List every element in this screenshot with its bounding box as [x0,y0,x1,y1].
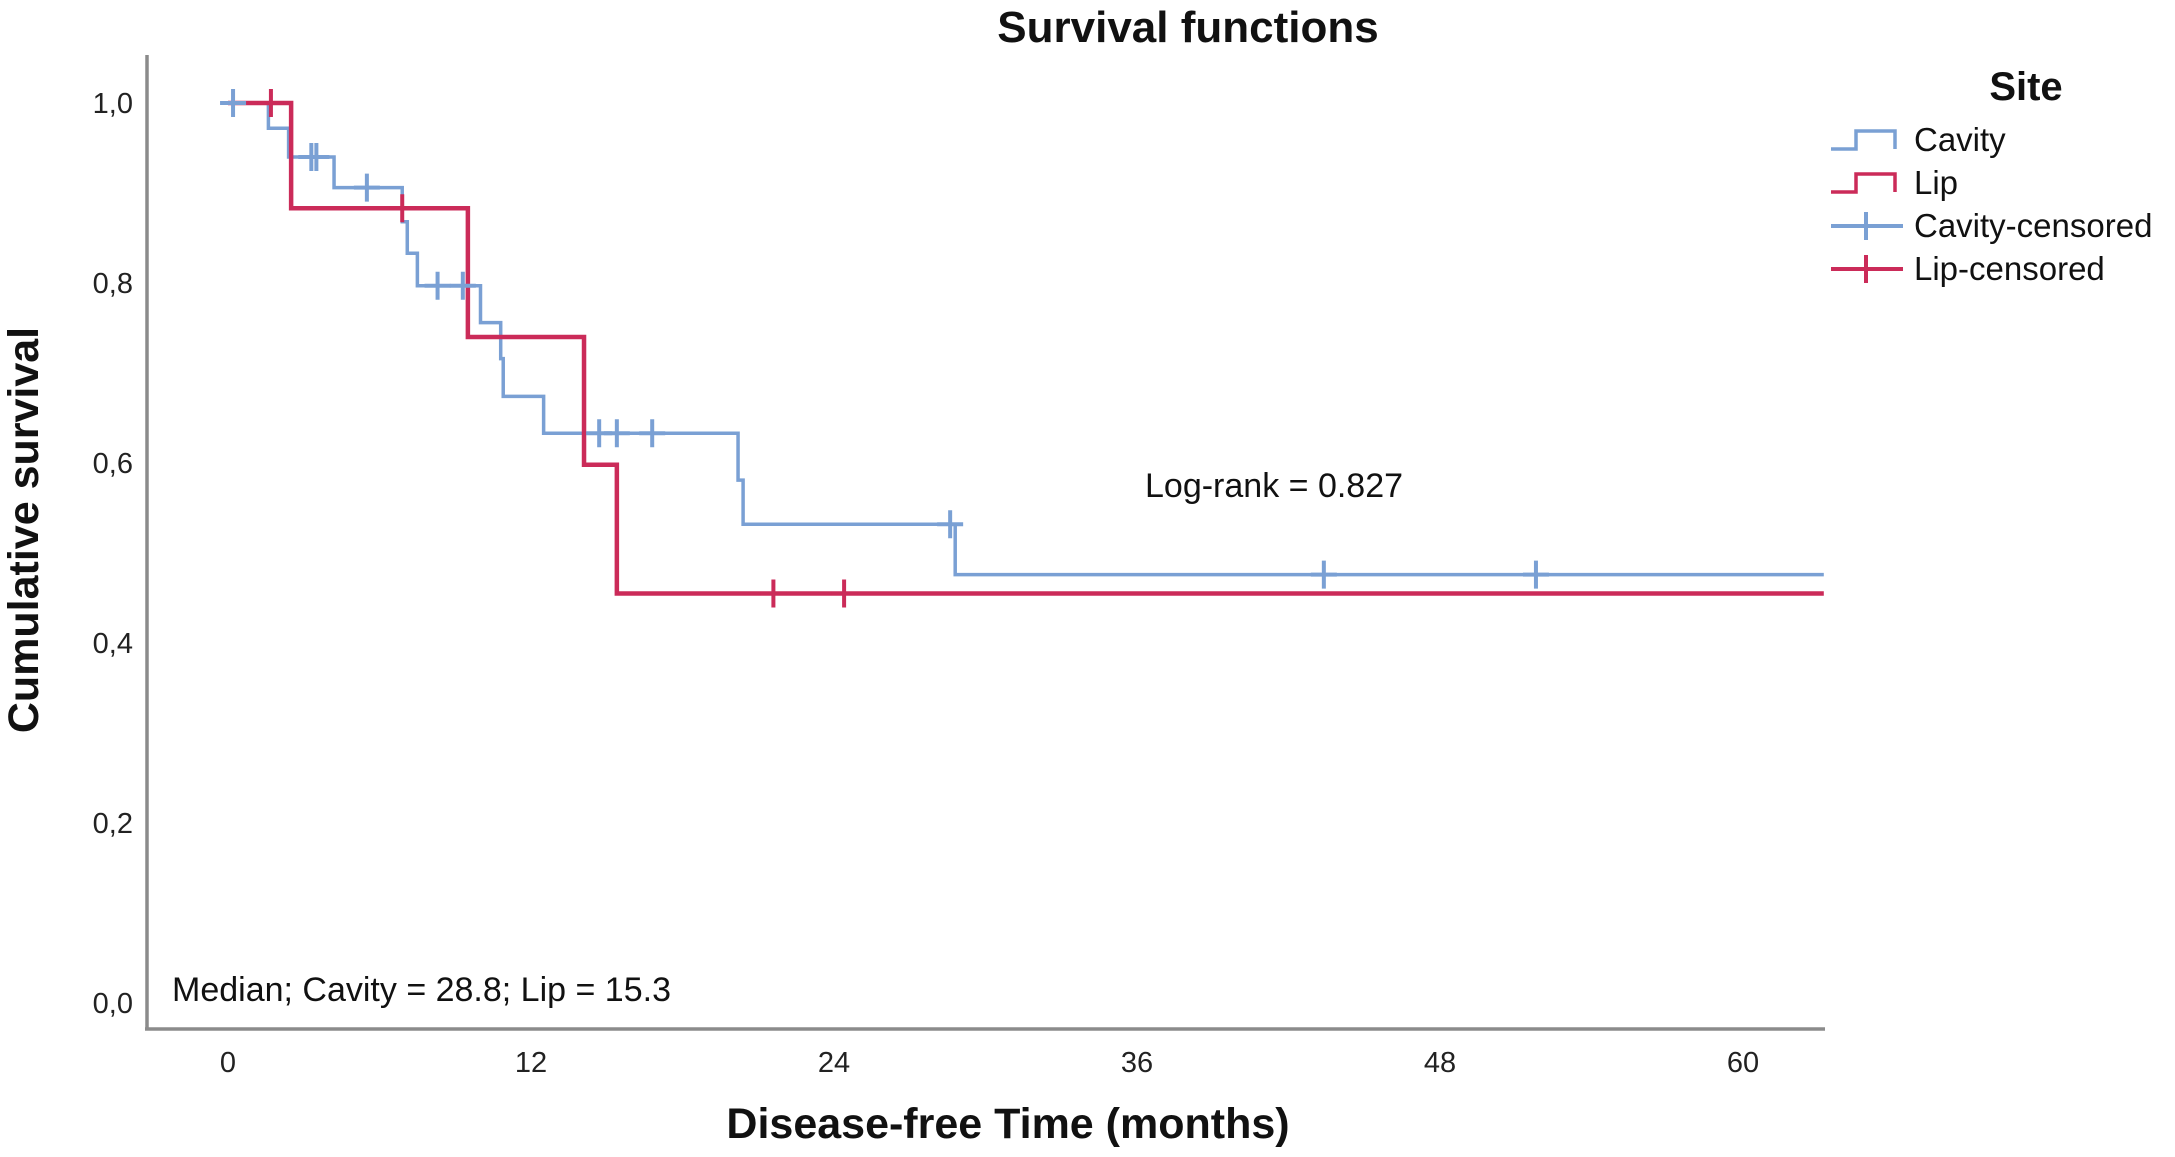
x-tick-label: 0 [220,1047,236,1079]
censor-marks [220,89,1549,608]
median-annotation: Median; Cavity = 28.8; Lip = 15.3 [172,971,671,1009]
legend-item-lip-censored: Lip-censored [1831,250,2105,287]
x-tick-label: 48 [1424,1047,1456,1079]
censor-mark-cavity [449,271,476,300]
censor-mark-cavity [220,89,247,117]
log-rank-annotation: Log-rank = 0.827 [1145,467,1403,505]
censor-mark-lip [257,89,284,117]
x-axis-tick-labels: 0 12 24 36 48 60 [220,1047,1759,1079]
y-axis-tick-labels: 1,0 0,8 0,6 0,4 0,2 0,0 [93,88,133,1020]
censor-mark-cavity [1310,560,1337,589]
censor-mark-cavity [424,271,451,300]
legend-item-lip: Lip [1831,164,1958,201]
legend: Cavity Lip Cavity-censored Lip-censored [1831,121,2152,287]
y-tick-label: 0,4 [93,628,133,660]
lip-curve [228,100,1824,596]
legend-item-label: Lip-censored [1914,250,2105,287]
lip-line-glyph-icon [1831,172,1897,194]
censor-mark-cavity [603,419,630,448]
censor-mark-cavity [1522,560,1549,589]
cavity-line-glyph-icon [1831,129,1897,151]
censor-mark-lip [389,194,416,223]
censor-mark-cavity [303,143,330,171]
legend-item-cavity-censored: Cavity-censored [1831,207,2152,244]
censor-mark-cavity [937,510,964,539]
censor-mark-lip [760,579,787,608]
legend-item-label: Lip [1914,164,1958,201]
y-tick-label: 0,6 [93,448,133,480]
censor-mark-lip [831,579,858,608]
legend-item-label: Cavity-censored [1914,207,2152,244]
censor-mark-cavity [639,419,666,448]
censor-mark-cavity [353,173,380,202]
cavity-censored-glyph-icon [1831,212,1903,240]
y-tick-label: 0,0 [93,988,133,1020]
x-tick-label: 12 [515,1047,547,1079]
y-tick-label: 1,0 [93,88,133,120]
y-tick-label: 0,2 [93,808,133,840]
lip-censored-glyph-icon [1831,255,1903,283]
y-axis-title: Cumulative survival [0,327,48,733]
legend-item-label: Cavity [1914,121,2006,158]
legend-title: Site [1989,65,2062,109]
y-tick-label: 0,8 [93,268,133,300]
x-axis-title: Disease-free Time (months) [726,1100,1289,1148]
legend-item-cavity: Cavity [1831,121,2006,158]
chart-title: Survival functions [997,3,1378,52]
x-tick-label: 60 [1727,1047,1759,1079]
survival-curves [228,100,1824,596]
x-tick-label: 24 [818,1047,850,1079]
x-tick-label: 36 [1121,1047,1153,1079]
